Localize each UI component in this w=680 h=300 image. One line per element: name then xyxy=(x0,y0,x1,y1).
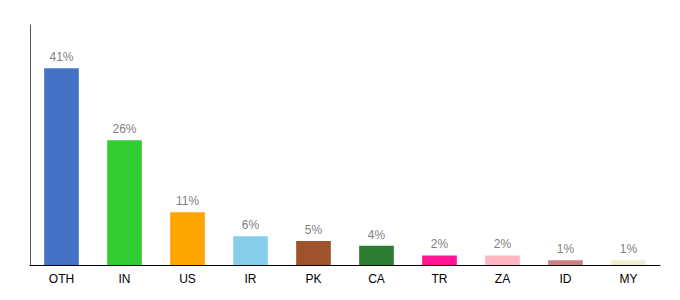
svg-text:4%: 4% xyxy=(368,228,386,242)
svg-text:1%: 1% xyxy=(557,242,575,256)
svg-text:CA: CA xyxy=(368,272,385,286)
svg-text:MY: MY xyxy=(620,272,638,286)
svg-text:ID: ID xyxy=(560,272,572,286)
svg-text:2%: 2% xyxy=(494,237,512,251)
svg-text:TR: TR xyxy=(432,272,448,286)
svg-text:ZA: ZA xyxy=(495,272,510,286)
svg-text:26%: 26% xyxy=(112,122,136,136)
svg-text:PK: PK xyxy=(305,272,321,286)
svg-text:41%: 41% xyxy=(49,50,73,64)
svg-text:6%: 6% xyxy=(242,218,260,232)
svg-text:1%: 1% xyxy=(620,242,638,256)
svg-text:OTH: OTH xyxy=(49,272,74,286)
svg-text:2%: 2% xyxy=(431,237,449,251)
svg-text:US: US xyxy=(179,272,196,286)
svg-text:IN: IN xyxy=(119,272,131,286)
svg-text:5%: 5% xyxy=(305,223,323,237)
svg-text:IR: IR xyxy=(245,272,257,286)
svg-text:11%: 11% xyxy=(176,194,199,208)
